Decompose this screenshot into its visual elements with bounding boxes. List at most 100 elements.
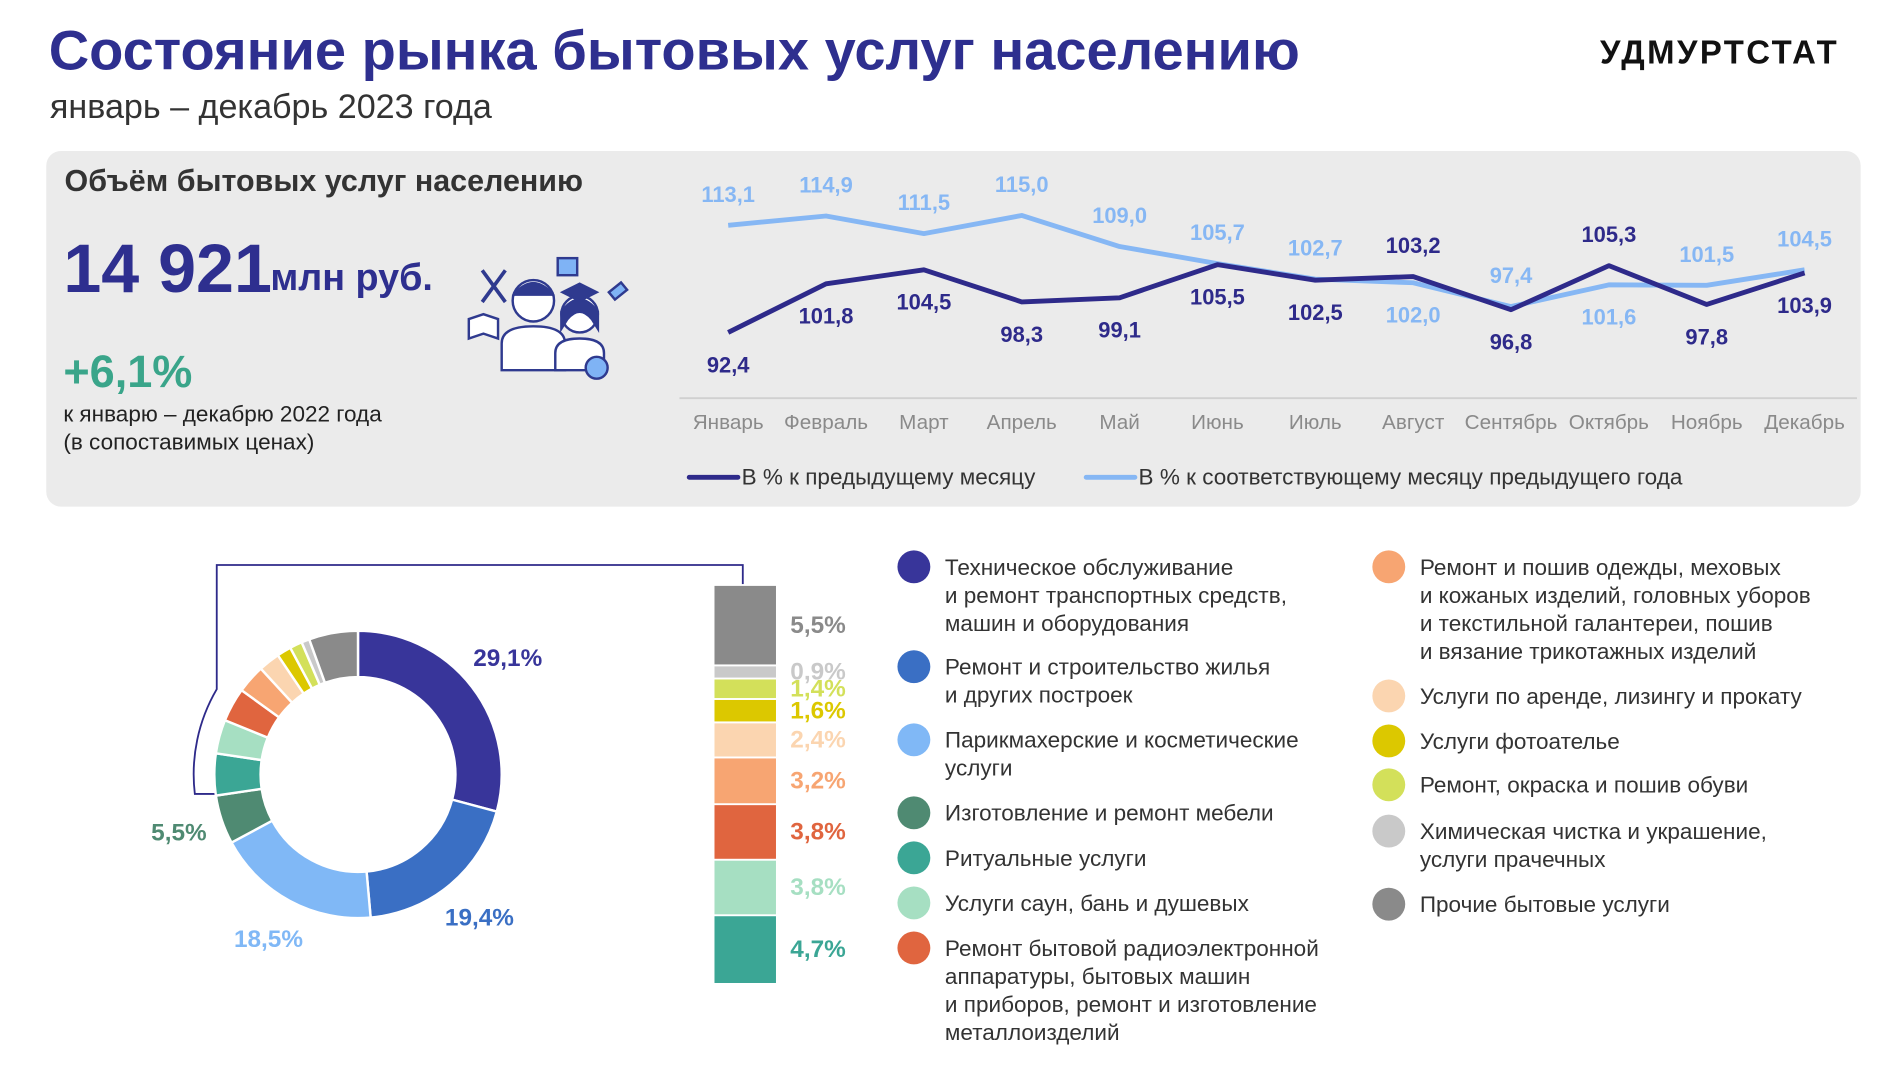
legend-label: В % к предыдущему месяцу <box>742 465 1037 490</box>
legend-item: Услуги по аренде, лизингу и прокату <box>1372 679 1802 713</box>
legend-item: Ритуальные услуги <box>897 841 1147 875</box>
data-label: 111,5 <box>898 190 950 215</box>
legend-swatch <box>1372 550 1406 584</box>
people-icon <box>467 256 629 380</box>
legend-item: Ремонт и строительство жилья и других по… <box>897 650 1271 709</box>
x-tick-label: Февраль <box>784 411 868 434</box>
series-line <box>727 262 1806 335</box>
summary-unit: млн руб. <box>270 255 433 299</box>
stack-label: 4,7% <box>790 936 846 963</box>
stack-label: 3,8% <box>790 874 846 901</box>
data-label: 115,0 <box>995 172 1049 197</box>
stack-segment <box>712 664 778 680</box>
x-tick-label: Сентябрь <box>1465 411 1558 434</box>
summary-title: Объём бытовых услуг населению <box>64 164 583 199</box>
x-tick-label: Октябрь <box>1569 411 1649 434</box>
legend-label: Прочие бытовые услуги <box>1419 891 1670 917</box>
x-tick-label: Март <box>899 411 949 434</box>
stack-label: 2,4% <box>790 727 846 754</box>
donut-slice <box>229 819 372 920</box>
stack-label: 1,4% <box>790 675 846 702</box>
legend-item: Изготовление и ремонт мебели <box>897 796 1274 830</box>
data-label: 105,7 <box>1190 220 1245 245</box>
data-label: 109,0 <box>1092 203 1147 228</box>
stack-segment <box>712 858 778 917</box>
legend-swatch <box>1372 679 1406 713</box>
data-label: 104,5 <box>896 290 951 315</box>
legend-label: Ремонт и строительство жилья и других по… <box>944 653 1271 708</box>
stack-label: 3,8% <box>790 819 846 846</box>
legend-swatch <box>1372 724 1406 758</box>
data-label: 103,2 <box>1386 233 1441 258</box>
x-tick-label: Декабрь <box>1764 411 1845 434</box>
legend-swatch <box>897 650 931 684</box>
legend-label: Ремонт и пошив одежды, меховых и кожаных… <box>1419 554 1811 664</box>
stack-segment <box>712 584 778 667</box>
data-label: 97,8 <box>1685 324 1728 349</box>
legend-label: Услуги фотоателье <box>1419 728 1620 754</box>
x-tick-label: Ноябрь <box>1671 411 1743 434</box>
summary-panel <box>46 150 1861 507</box>
legend-label: Ритуальные услуги <box>944 845 1147 871</box>
legend-label: Химическая чистка и украшение, услуги пр… <box>1419 818 1767 872</box>
stack-segment <box>712 756 778 806</box>
stack-label: 5,5% <box>790 612 846 639</box>
stack-label: 3,2% <box>790 767 846 794</box>
data-label: 101,6 <box>1581 305 1636 330</box>
summary-note: к январю – декабрю 2022 года <box>63 400 382 427</box>
logo: УДМУРТСТАТ <box>1600 34 1840 71</box>
data-label: 101,8 <box>799 304 854 329</box>
stack-segment <box>712 721 778 759</box>
x-tick-label: Июнь <box>1191 411 1244 434</box>
slice-label: 29,1% <box>473 645 542 672</box>
page-title: Состояние рынка бытовых услуг населению <box>48 18 1300 82</box>
donut-slice <box>356 629 503 814</box>
x-tick-label: Июль <box>1289 411 1342 434</box>
data-label: 103,9 <box>1777 293 1832 318</box>
legend-swatch <box>897 796 931 830</box>
slice-label: 19,4% <box>445 904 514 931</box>
bracket <box>192 564 744 795</box>
summary-value: 14 921 <box>63 230 272 307</box>
legend-swatch <box>897 723 931 757</box>
data-label: 114,9 <box>799 173 853 198</box>
legend-label: Услуги саун, бань и душевых <box>944 890 1249 916</box>
data-label: 102,5 <box>1288 300 1343 325</box>
donut-slice <box>307 629 360 685</box>
data-label: 102,7 <box>1288 236 1343 261</box>
legend-swatch <box>1372 887 1406 921</box>
data-label: 102,0 <box>1386 303 1441 328</box>
legend-label: Услуги по аренде, лизингу и прокату <box>1419 683 1802 709</box>
data-label: 98,3 <box>1000 322 1043 347</box>
data-label: 92,4 <box>707 352 750 377</box>
data-label: 105,5 <box>1190 285 1245 310</box>
data-label: 99,1 <box>1098 318 1141 343</box>
legend-swatch <box>897 841 931 875</box>
summary-note: (в сопоставимых ценах) <box>63 428 315 455</box>
legend-item: Парикмахерские и косметические услуги <box>897 723 1299 782</box>
legend-label: Ремонт, окраска и пошив обуви <box>1419 772 1749 798</box>
stack-segment <box>712 698 778 724</box>
x-tick-label: Август <box>1382 411 1445 434</box>
x-tick-label: Апрель <box>987 411 1057 434</box>
legend-swatch <box>897 931 931 965</box>
summary-change: +6,1% <box>63 347 193 397</box>
legend-label: Техническое обслуживание и ремонт трансп… <box>944 554 1287 636</box>
legend-label: В % к соответствующему месяцу предыдущег… <box>1139 465 1683 490</box>
data-label: 104,5 <box>1777 226 1832 251</box>
legend-item: Прочие бытовые услуги <box>1372 887 1670 921</box>
data-label: 105,3 <box>1581 222 1636 247</box>
legend-swatch <box>897 550 931 584</box>
legend-swatch <box>897 886 931 920</box>
slice-label: 18,5% <box>234 926 303 953</box>
stack-label: 0,9% <box>790 659 846 686</box>
legend-label: Парикмахерские и косметические услуги <box>944 726 1299 781</box>
slice-label: 5,5% <box>151 819 207 846</box>
data-label: 113,1 <box>701 182 755 207</box>
legend-item: Химическая чистка и украшение, услуги пр… <box>1372 814 1767 873</box>
legend-label: Изготовление и ремонт мебели <box>944 800 1274 826</box>
legend-item: Услуги фотоателье <box>1372 724 1620 758</box>
stack-segment <box>712 914 778 985</box>
